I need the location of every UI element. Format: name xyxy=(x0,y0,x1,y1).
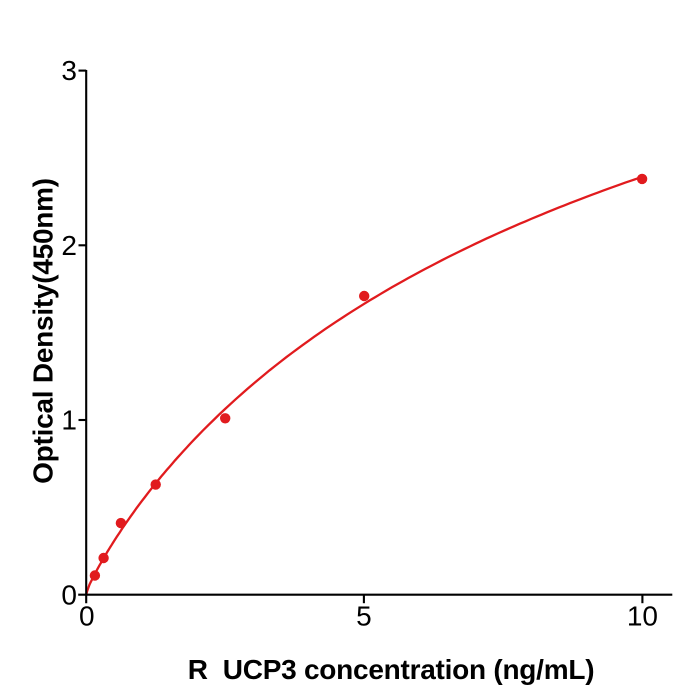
svg-text:0: 0 xyxy=(61,579,77,610)
svg-text:10: 10 xyxy=(627,600,658,631)
svg-text:5: 5 xyxy=(356,600,372,631)
svg-text:R UCP3 concentration (ng/mL): R UCP3 concentration (ng/mL) xyxy=(188,654,595,685)
svg-text:1: 1 xyxy=(61,405,77,436)
svg-text:2: 2 xyxy=(61,230,77,261)
svg-text:0: 0 xyxy=(79,600,95,631)
svg-text:3: 3 xyxy=(61,55,77,86)
svg-text:Optical Density(450nm): Optical Density(450nm) xyxy=(28,178,59,484)
